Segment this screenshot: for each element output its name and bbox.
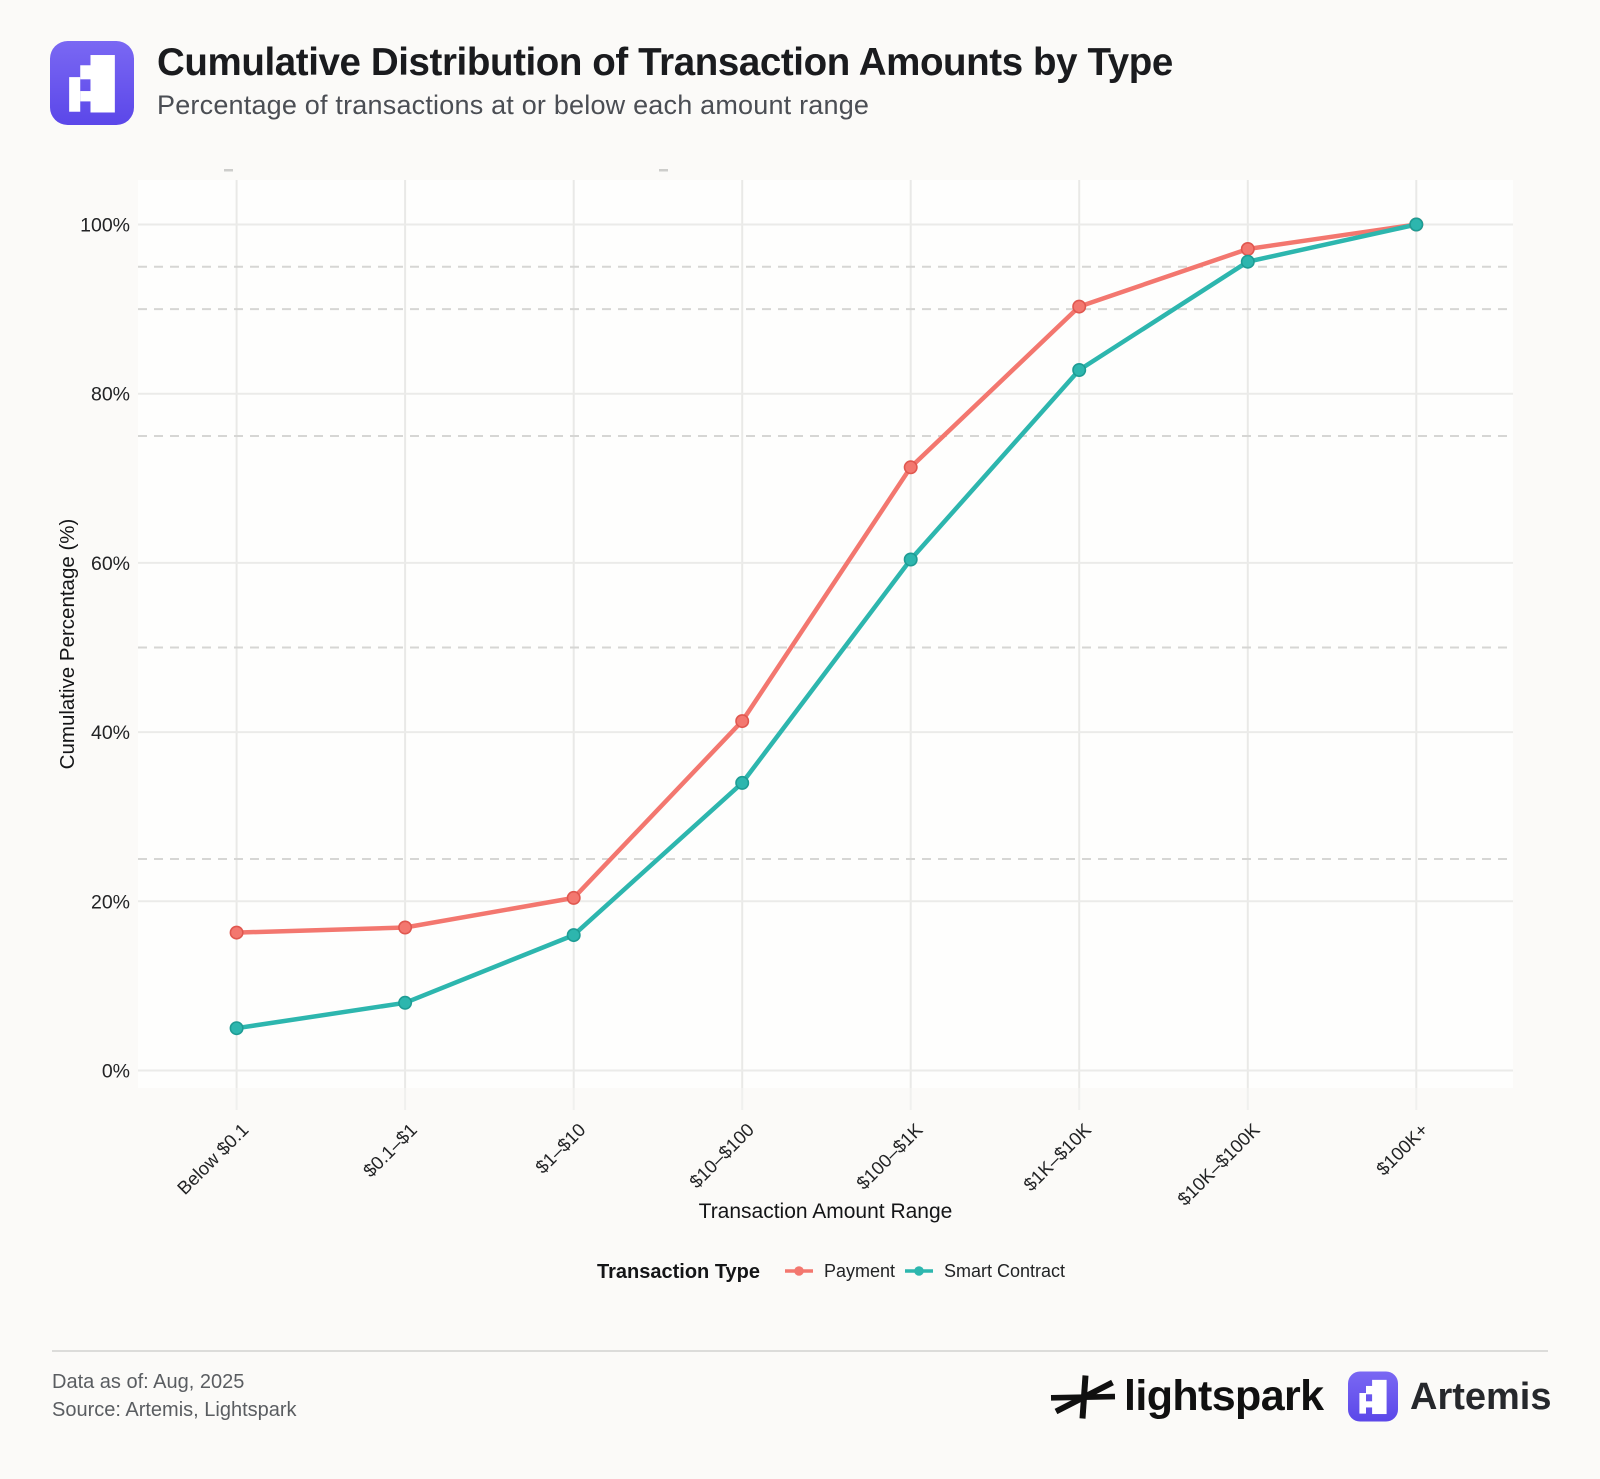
svg-text:Below $0.1: Below $0.1: [173, 1119, 253, 1199]
svg-text:40%: 40%: [91, 722, 130, 744]
svg-text:$1–$10: $1–$10: [531, 1119, 590, 1178]
svg-text:$1K–$10K: $1K–$10K: [1019, 1119, 1095, 1195]
svg-text:$10K–$100K: $10K–$100K: [1173, 1119, 1264, 1210]
svg-text:Transaction Type: Transaction Type: [597, 1261, 760, 1283]
svg-text:80%: 80%: [91, 384, 130, 406]
svg-text:$0.1–$1: $0.1–$1: [359, 1119, 421, 1181]
svg-text:$100–$1K: $100–$1K: [852, 1119, 927, 1194]
svg-text:$10–$100: $10–$100: [685, 1119, 758, 1192]
svg-text:Cumulative Percentage (%): Cumulative Percentage (%): [56, 519, 79, 770]
svg-text:0%: 0%: [102, 1061, 130, 1083]
svg-text:Smart Contract: Smart Contract: [944, 1261, 1065, 1281]
svg-text:Transaction Amount Range: Transaction Amount Range: [699, 1200, 953, 1223]
svg-text:$100K+: $100K+: [1372, 1119, 1432, 1179]
svg-text:60%: 60%: [91, 553, 130, 575]
svg-text:20%: 20%: [91, 891, 130, 913]
svg-text:Payment: Payment: [824, 1261, 895, 1281]
svg-text:100%: 100%: [80, 215, 130, 237]
